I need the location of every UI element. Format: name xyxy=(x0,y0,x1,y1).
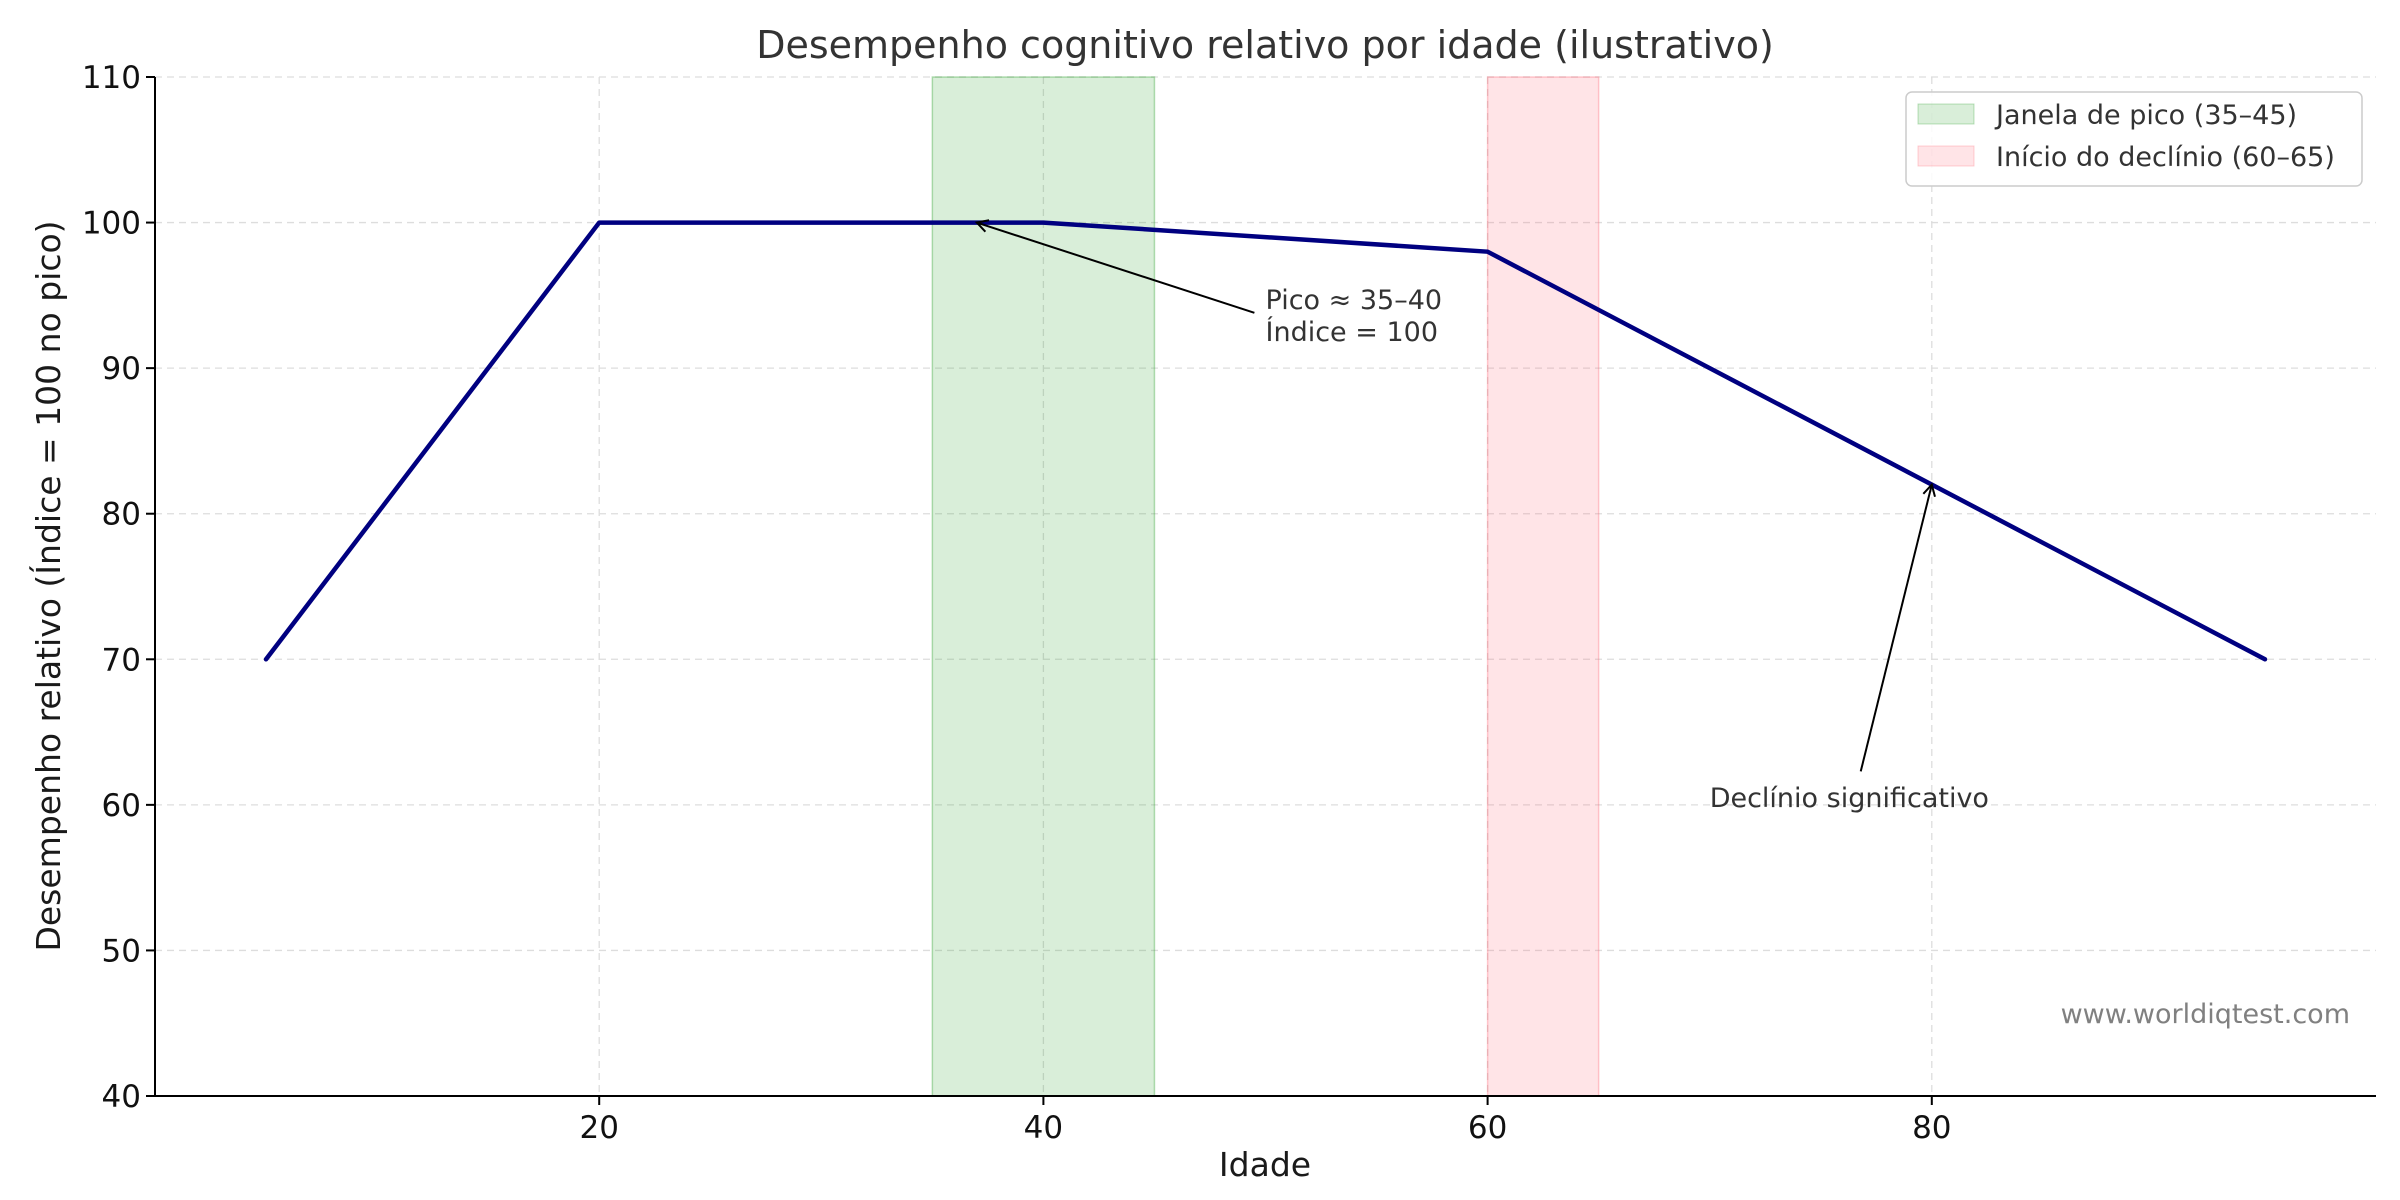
y-tick-label: 60 xyxy=(102,788,141,824)
watermark: www.worldiqtest.com xyxy=(2061,999,2350,1030)
y-tick-label: 80 xyxy=(102,497,141,533)
x-tick-label: 40 xyxy=(1024,1110,1063,1146)
legend-box xyxy=(1905,91,2363,187)
x-tick-label: 20 xyxy=(579,1110,618,1146)
span-peak-window xyxy=(931,76,1156,1097)
x-tick-label: 60 xyxy=(1468,1110,1507,1146)
y-tick-label: 70 xyxy=(102,642,141,678)
y-axis-label: Desempenho relativo (Índice = 100 no pic… xyxy=(28,220,68,951)
annotation-text: Pico ≈ 35–40 xyxy=(1266,285,1443,316)
x-tick-label: 80 xyxy=(1912,1110,1951,1146)
grid xyxy=(155,76,2376,1097)
y-tick-label: 90 xyxy=(102,351,141,387)
x-axis-label: Idade xyxy=(1219,1145,1311,1184)
annotation-arrow xyxy=(977,223,1255,314)
legend-label-peak: Janela de pico (35–45) xyxy=(1994,100,2297,131)
annotation-text: Declínio significativo xyxy=(1710,783,1989,814)
series-line xyxy=(263,220,2268,662)
span-decline-start xyxy=(1486,76,1600,1097)
legend-label-decline: Início do declínio (60–65) xyxy=(1996,142,2335,173)
y-tick-label: 40 xyxy=(102,1079,141,1115)
y-tick-label: 110 xyxy=(82,60,141,96)
highlight-spans xyxy=(931,76,1600,1097)
legend: Janela de pico (35–45) Início do declíni… xyxy=(1905,91,2363,187)
legend-swatch-peak xyxy=(1917,103,1975,125)
annotation-text: Índice = 100 xyxy=(1266,316,1439,348)
annotation-arrow xyxy=(1859,485,1932,772)
axis-ticks: 40 50 60 70 80 90 100 110 20 40 60 80 xyxy=(82,60,1952,1146)
chart-title: Desempenho cognitivo relativo por idade … xyxy=(756,23,1774,67)
legend-swatch-decline xyxy=(1917,145,1975,167)
y-tick-label: 100 xyxy=(82,206,141,242)
series xyxy=(263,220,2268,662)
y-tick-label: 50 xyxy=(102,933,141,969)
